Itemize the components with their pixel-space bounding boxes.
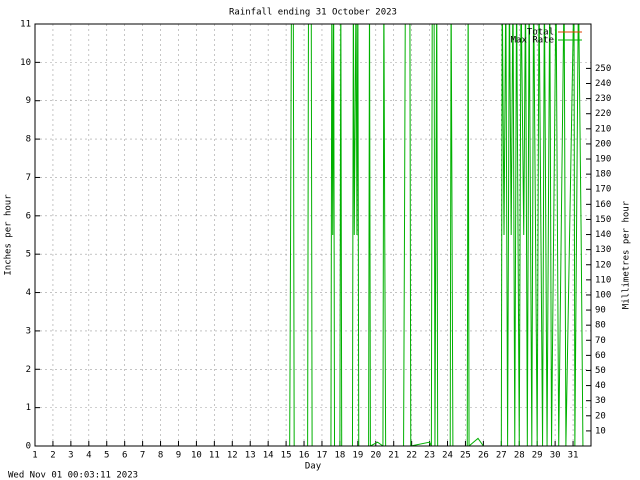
x-tick-label: 5 [104,451,109,461]
y2-tick-label: 110 [595,275,611,285]
y2-tick-label: 210 [595,124,611,134]
data-line [35,24,591,446]
y2-tick-label: 60 [595,351,606,361]
plot-frame [34,23,592,447]
x-tick-label: 25 [460,451,471,461]
x-tick-label: 2 [50,451,55,461]
y-tick-label: 8 [26,135,31,145]
x-tick-label: 28 [514,451,525,461]
y2-tick-label: 100 [595,290,611,300]
x-tick-label: 4 [86,451,91,461]
y-tick-label: 10 [20,58,31,68]
x-tick-label: 18 [334,451,345,461]
y2-tick-label: 80 [595,321,606,331]
y2-tick-label: 250 [595,64,611,74]
y2-tick-label: 70 [595,336,606,346]
x-tick-label: 30 [550,451,561,461]
y2-tick-label: 220 [595,109,611,119]
chart-title: Rainfall ending 31 October 2023 [229,8,397,18]
y-tick-label: 11 [20,20,31,30]
y2-tick-label: 130 [595,245,611,255]
y-tick-label: 7 [26,173,31,183]
y2-tick-label: 10 [595,426,606,436]
x-tick-label: 8 [158,451,163,461]
legend-label: Max Rate [511,36,554,46]
x-tick-label: 24 [442,451,453,461]
x-tick-label: 23 [424,451,435,461]
y2-tick-label: 230 [595,94,611,104]
y-axis-label: Inches per hour [4,194,14,276]
x-tick-label: 14 [263,451,274,461]
y2-tick-label: 200 [595,139,611,149]
y-tick-label: 6 [26,211,31,221]
y2-tick-label: 190 [595,155,611,165]
y2-tick-label: 180 [595,170,611,180]
x-tick-label: 6 [122,451,127,461]
x-tick-label: 15 [281,451,292,461]
x-tick-label: 22 [406,451,417,461]
x-tick-label: 11 [209,451,220,461]
x-tick-label: 17 [317,451,328,461]
x-tick-label: 29 [532,451,543,461]
y2-tick-label: 40 [595,381,606,391]
y-tick-label: 2 [26,365,31,375]
x-axis-label: Day [305,462,322,472]
x-tick-label: 12 [227,451,238,461]
y2-tick-label: 140 [595,230,611,240]
y2-axis-label: Millimetres per hour [622,200,632,309]
footer: Wed Nov 01 00:03:11 2023 [8,471,138,480]
y-tick-label: 5 [26,250,31,260]
x-tick-label: 19 [352,451,363,461]
legend-label: Total [527,28,554,38]
x-tick-label: 31 [568,451,579,461]
x-tick-label: 13 [245,451,256,461]
x-tick-label: 20 [370,451,381,461]
y-tick-label: 4 [26,288,31,298]
y-tick-label: 0 [26,442,31,452]
y2-tick-label: 160 [595,200,611,210]
y2-tick-label: 240 [595,79,611,89]
y2-tick-label: 30 [595,396,606,406]
y2-tick-label: 170 [595,185,611,195]
y-tick-label: 1 [26,403,31,413]
y2-tick-label: 50 [595,366,606,376]
y-tick-label: 9 [26,96,31,106]
x-tick-label: 3 [68,451,73,461]
x-tick-label: 10 [191,451,202,461]
x-tick-label: 7 [140,451,145,461]
y2-tick-label: 90 [595,306,606,316]
y2-tick-label: 20 [595,411,606,421]
y2-tick-label: 120 [595,260,611,270]
x-tick-label: 9 [176,451,181,461]
y-tick-label: 3 [26,326,31,336]
x-tick-label: 1 [32,451,37,461]
y2-tick-label: 150 [595,215,611,225]
x-tick-label: 27 [496,451,507,461]
x-tick-label: 21 [388,451,399,461]
x-tick-label: 26 [478,451,489,461]
x-tick-label: 16 [299,451,310,461]
